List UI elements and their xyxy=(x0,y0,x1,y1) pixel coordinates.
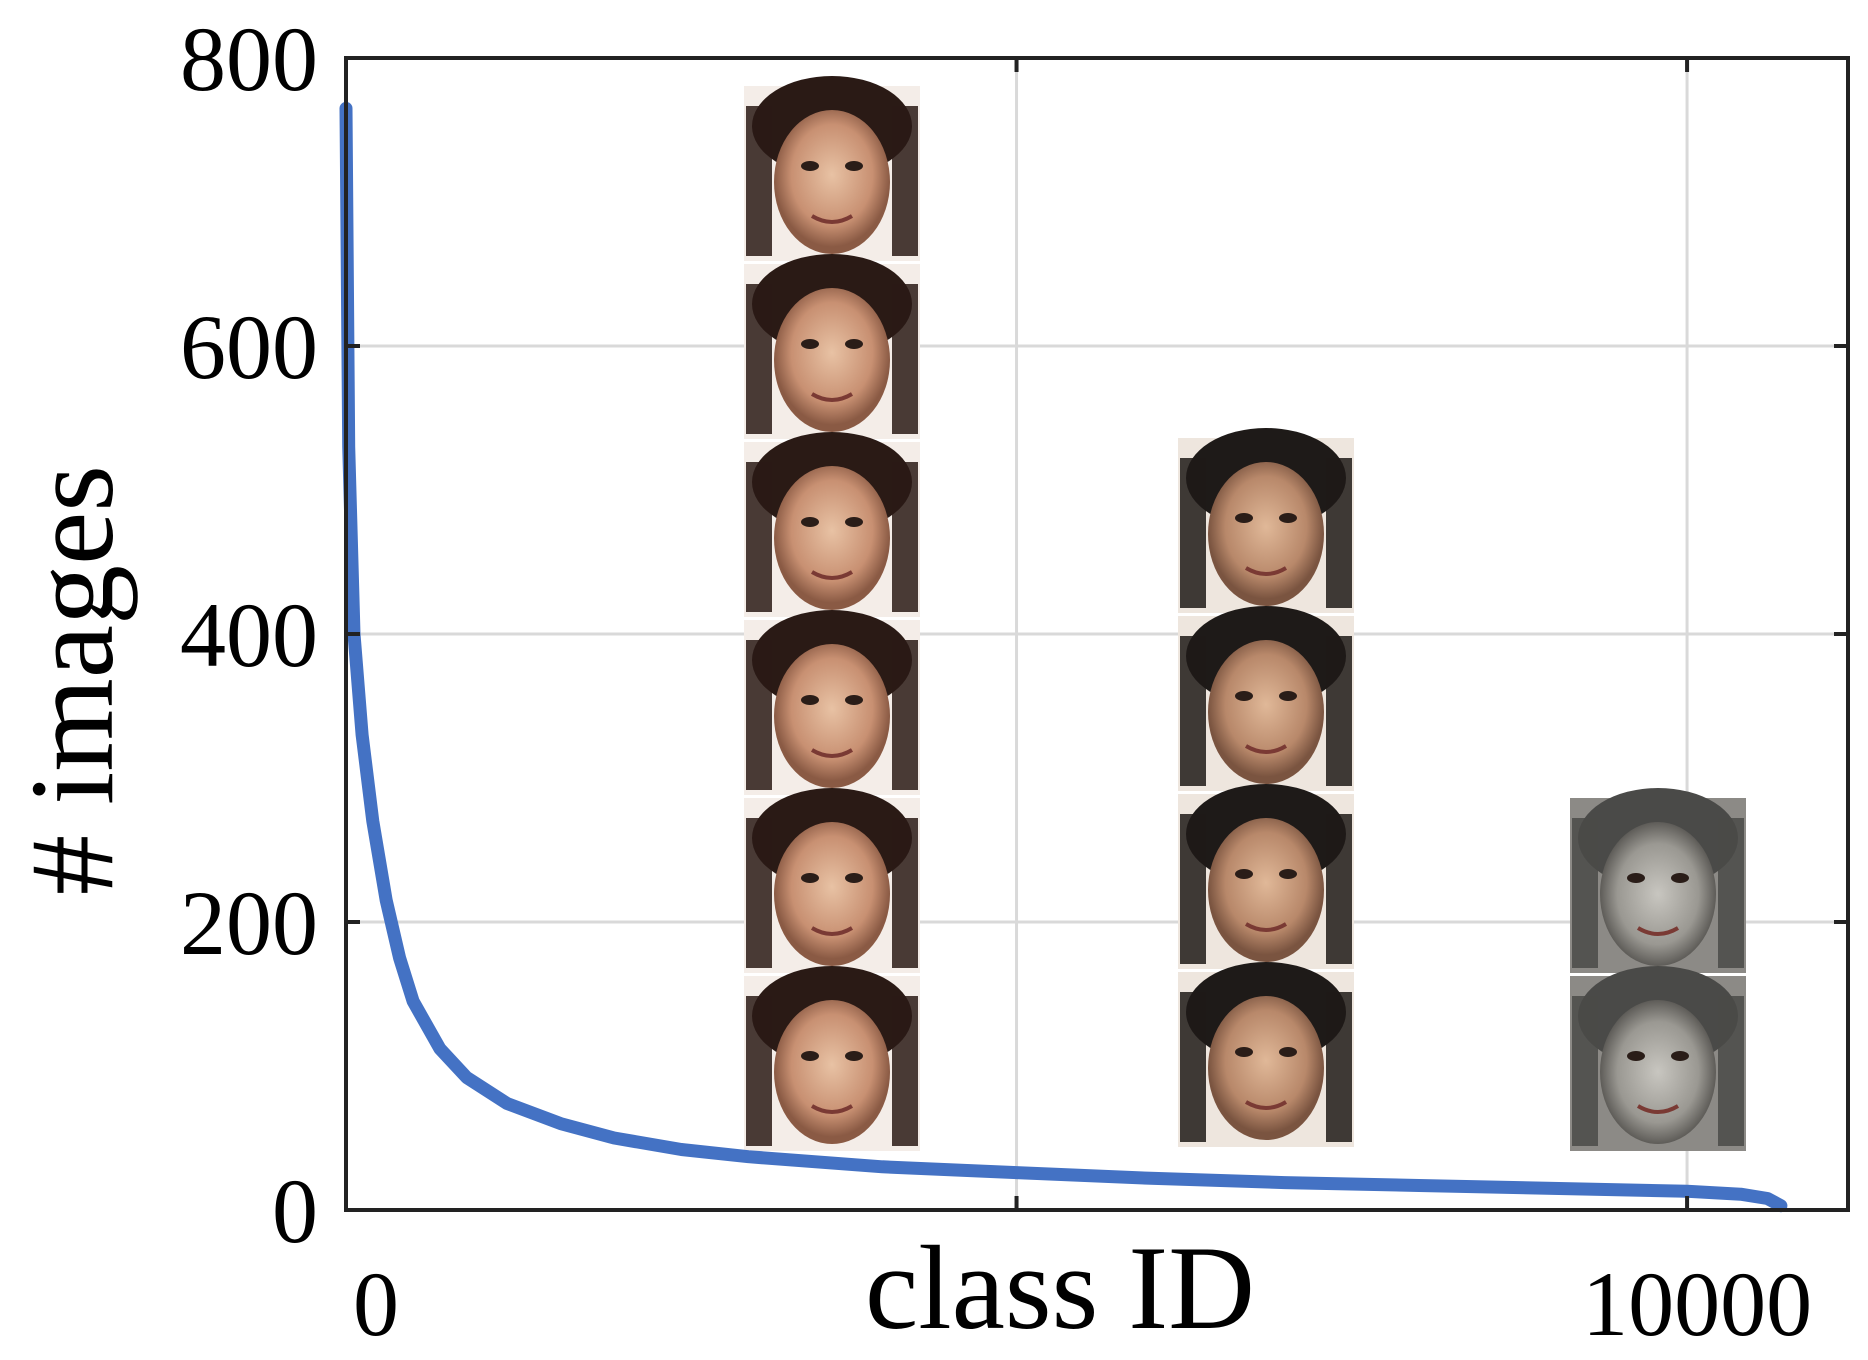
y-tick-label: 400 xyxy=(180,584,318,686)
face-image xyxy=(744,432,920,617)
x-tick-label: 10000 xyxy=(1582,1253,1812,1355)
face-image xyxy=(744,610,920,795)
y-tick-label: 0 xyxy=(272,1160,318,1262)
x-axis-label: class ID xyxy=(865,1221,1255,1354)
face-image xyxy=(744,254,920,439)
y-tick-label: 800 xyxy=(180,8,318,110)
data-series xyxy=(339,101,1788,1213)
series-line xyxy=(339,101,1788,1213)
face-image xyxy=(744,76,920,261)
face-image xyxy=(1178,784,1354,969)
face-image xyxy=(1178,962,1354,1147)
axis-ticks: 0 200 400 600 800 0 10000 xyxy=(180,8,1848,1355)
y-tick-label: 600 xyxy=(180,296,318,398)
face-image xyxy=(1178,606,1354,791)
face-image xyxy=(1570,966,1746,1151)
face-image xyxy=(1178,428,1354,613)
face-image xyxy=(744,788,920,973)
face-image xyxy=(744,966,920,1151)
y-tick-label: 200 xyxy=(180,872,318,974)
x-tick-label: 0 xyxy=(353,1253,399,1355)
face-image xyxy=(1570,788,1746,973)
face-image-insets xyxy=(744,76,1746,1151)
y-axis-label: # images xyxy=(5,465,138,895)
